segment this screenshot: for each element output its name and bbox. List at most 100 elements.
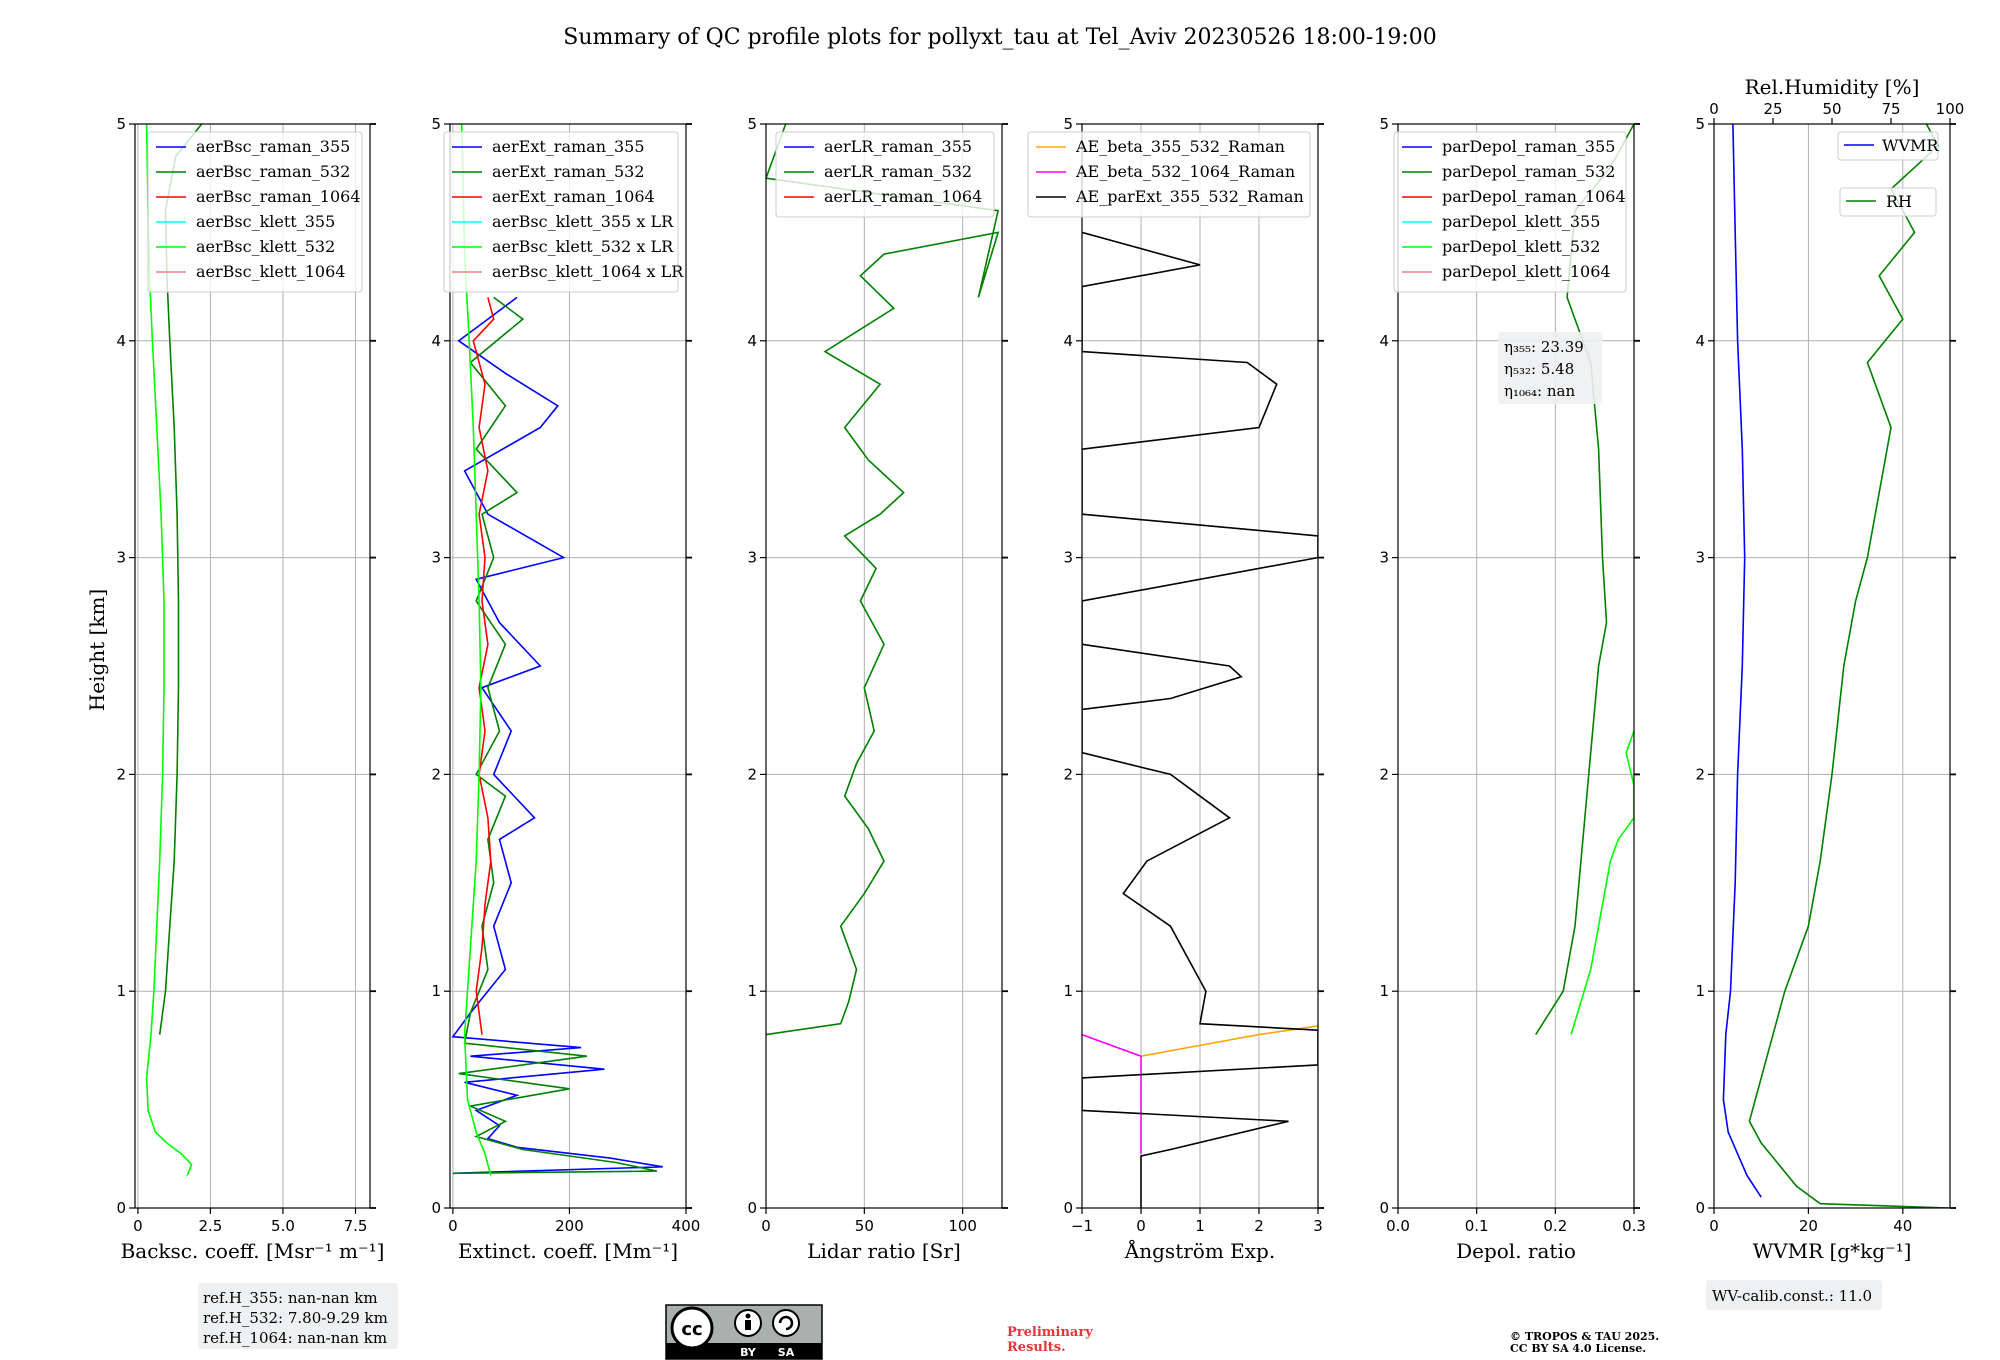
top-x-axis-label: Rel.Humidity [%] (1745, 75, 1920, 99)
x-tick-label-ae-4: 3 (1313, 1217, 1323, 1235)
series-line-ae-2 (1082, 231, 1318, 1208)
y-tick-label-ae-5: 5 (1063, 115, 1073, 133)
panel-ext: 0 200 400 0 1 2 3 4 5 Extinct. coeff. [Mm⁻¹] aerEx… (431, 115, 700, 1263)
y-tick-label-lr-4: 4 (747, 332, 757, 350)
y-tick-label-lr-5: 5 (747, 115, 757, 133)
eta-box (1498, 332, 1602, 404)
legend-label-bsc-5: aerBsc_klett_1064 (196, 262, 345, 281)
by-label: BY (740, 1346, 757, 1359)
y-axis-label: Height [km] (85, 589, 109, 711)
legend-label-bsc-2: aerBsc_raman_1064 (196, 187, 361, 206)
legend-label-ext-5: aerBsc_klett_1064 x LR (492, 262, 684, 281)
legend-label-bsc-1: aerBsc_raman_532 (196, 162, 350, 181)
series-line-wv-1 (1748, 124, 1950, 1208)
legend-bsc: aerBsc_raman_355 aerBsc_raman_532 aerBsc_r… (147, 131, 363, 293)
legend-label-ae-0: AE_beta_355_532_Raman (1075, 137, 1285, 156)
legend-label-ext-1: aerExt_raman_532 (492, 162, 645, 181)
y-tick-label-dep-1: 1 (1379, 982, 1389, 1000)
eta-annotation: η₃₅₅: 23.39 η₅₃₂: 5.48 η₁₀₆₄: nan (1498, 332, 1602, 404)
series-line-ae-1 (1082, 1033, 1142, 1154)
x-tick-label-ext-2: 400 (672, 1217, 701, 1235)
legend-label-dep-0: parDepol_raman_355 (1442, 137, 1615, 156)
x-tick-label-bsc-0: 0 (133, 1217, 143, 1235)
figure-title: Summary of QC profile plots for pollyxt_… (563, 25, 1436, 50)
legend-box-dep (1393, 131, 1627, 293)
x-tick-label-lr-2: 100 (948, 1217, 977, 1235)
sa-label: SA (778, 1346, 795, 1359)
y-tick-label-bsc-5: 5 (116, 115, 126, 133)
refh-355: ref.H_355: nan-nan km (203, 1289, 378, 1307)
y-tick-label-wv-3: 3 (1695, 549, 1705, 567)
wv-calib-box: WV-calib.const.: 11.0 (1706, 1280, 1882, 1310)
y-tick-label-ae-3: 3 (1063, 549, 1073, 567)
share-alike-icon (772, 1309, 800, 1337)
y-tick-label-lr-3: 3 (747, 549, 757, 567)
y-tick-label-ext-4: 4 (431, 332, 441, 350)
axes-frame-bsc (134, 123, 371, 1209)
y-tick-label-bsc-4: 4 (116, 332, 126, 350)
x-tick-label-wv-0: 0 (1709, 1217, 1719, 1235)
y-tick-label-lr-1: 1 (747, 982, 757, 1000)
legend-label-ext-4: aerBsc_klett_532 x LR (492, 237, 674, 256)
top-x-tick-label-0: 0 (1709, 100, 1719, 118)
legend-label-dep-3: parDepol_klett_355 (1442, 212, 1600, 231)
x-tick-label-ext-0: 0 (448, 1217, 458, 1235)
legend-label-ae-1: AE_beta_532_1064_Raman (1075, 162, 1295, 181)
y-tick-label-bsc-0: 0 (116, 1199, 126, 1217)
x-tick-label-ext-1: 200 (555, 1217, 584, 1235)
chart-panels: 0 2.5 5.0 7.5 0 1 2 3 4 5 Backsc. coeff. [Msr⁻¹ m⁻… (116, 75, 1964, 1263)
x-axis-label-ext: Extinct. coeff. [Mm⁻¹] (458, 1239, 678, 1263)
y-tick-label-dep-5: 5 (1379, 115, 1389, 133)
y-tick-label-wv-1: 1 (1695, 982, 1705, 1000)
eta-line-0: η₃₅₅: 23.39 (1504, 338, 1584, 356)
x-tick-label-ae-1: 0 (1136, 1217, 1146, 1235)
y-tick-label-lr-2: 2 (747, 765, 757, 783)
y-tick-label-dep-4: 4 (1379, 332, 1389, 350)
x-tick-label-dep-1: 0.1 (1465, 1217, 1489, 1235)
panel-lr: 0 50 100 0 1 2 3 4 5 Lidar ratio [Sr] aerLR_raman_… (747, 115, 1008, 1263)
preliminary-label: Preliminary (1007, 1325, 1093, 1340)
y-tick-label-ae-0: 0 (1063, 1199, 1073, 1217)
axes-frame-ext (449, 123, 687, 1209)
x-axis-label-bsc: Backsc. coeff. [Msr⁻¹ m⁻¹] (121, 1239, 385, 1263)
y-tick-label-ext-0: 0 (431, 1199, 441, 1217)
y-tick-label-dep-0: 0 (1379, 1199, 1389, 1217)
x-tick-label-wv-2: 40 (1893, 1217, 1912, 1235)
y-tick-label-ae-2: 2 (1063, 765, 1073, 783)
y-tick-label-wv-0: 0 (1695, 1199, 1705, 1217)
copyright-line-2: CC BY SA 4.0 License. (1510, 1342, 1646, 1355)
x-tick-label-dep-0: 0.0 (1386, 1217, 1410, 1235)
x-tick-label-dep-3: 0.3 (1622, 1217, 1646, 1235)
eta-line-2: η₁₀₆₄: nan (1504, 382, 1575, 400)
preliminary-label-2: Results. (1007, 1340, 1066, 1355)
series-line-lr-0 (766, 124, 1000, 1036)
legend-label-ae-2: AE_parExt_355_532_Raman (1075, 187, 1304, 206)
eta-line-1: η₅₃₂: 5.48 (1504, 360, 1574, 378)
refh-1064: ref.H_1064: nan-nan km (203, 1329, 387, 1347)
x-tick-label-ae-2: 1 (1195, 1217, 1205, 1235)
legend-wv: WVMR RH (1837, 131, 1939, 217)
legend-label-bsc-0: aerBsc_raman_355 (196, 137, 350, 156)
legend-label-bsc-3: aerBsc_klett_355 (196, 212, 335, 231)
y-tick-label-ext-1: 1 (431, 982, 441, 1000)
legend-label-ext-2: aerExt_raman_1064 (492, 187, 655, 206)
x-tick-label-wv-1: 20 (1799, 1217, 1818, 1235)
legend-label-wvmr: WVMR (1882, 136, 1939, 155)
x-axis-label-wv: WVMR [g*kg⁻¹] (1753, 1239, 1912, 1263)
y-tick-label-bsc-1: 1 (116, 982, 126, 1000)
x-tick-label-ae-3: 2 (1254, 1217, 1264, 1235)
top-x-tick-label-3: 75 (1881, 100, 1900, 118)
y-tick-label-ae-4: 4 (1063, 332, 1073, 350)
x-tick-label-bsc-3: 7.5 (344, 1217, 368, 1235)
x-tick-label-bsc-2: 5.0 (271, 1217, 295, 1235)
x-tick-label-ae-0: −1 (1071, 1217, 1093, 1235)
x-tick-label-bsc-1: 2.5 (199, 1217, 223, 1235)
cc-icon (670, 1306, 714, 1350)
y-tick-label-dep-2: 2 (1379, 765, 1389, 783)
series-line-ext-2 (472, 297, 495, 1035)
axes-frame-lr (765, 123, 1003, 1209)
legend-lr: aerLR_raman_355 aerLR_raman_532 aerLR_rama… (775, 131, 995, 218)
legend-label-lr-0: aerLR_raman_355 (824, 137, 972, 156)
